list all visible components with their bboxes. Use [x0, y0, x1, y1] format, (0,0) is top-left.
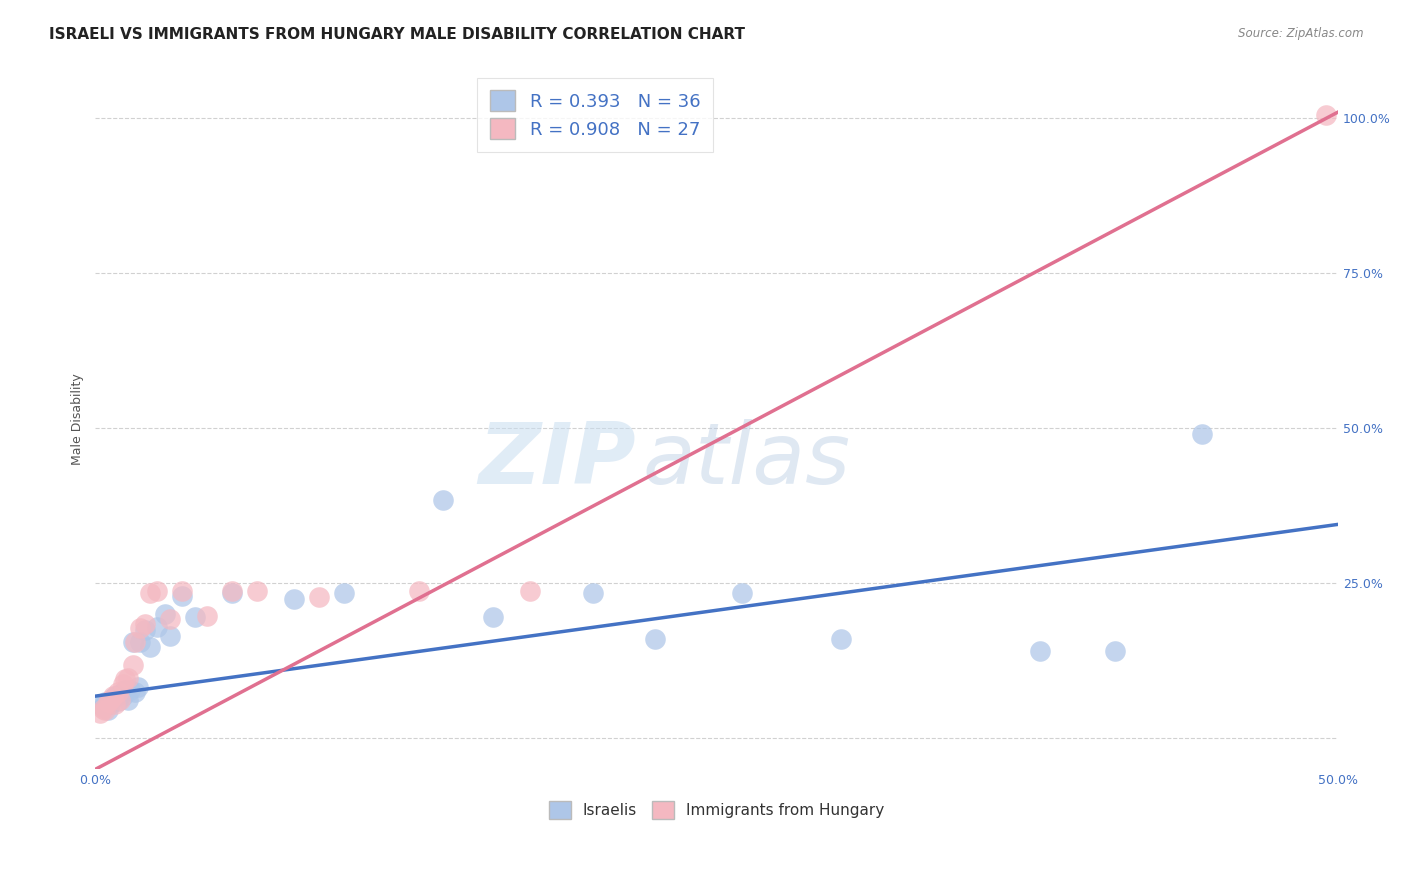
Point [107, 694, 129, 708]
Point [108, 693, 131, 707]
Point [121, 658, 143, 673]
Point [101, 690, 124, 705]
Point [146, 583, 169, 598]
Point [120, 682, 142, 697]
Point [97, 695, 120, 709]
Point [1029, 644, 1052, 658]
Point [129, 621, 152, 635]
Point [94, 695, 117, 709]
Point [482, 610, 505, 624]
Point [159, 612, 181, 626]
Point [644, 632, 666, 646]
Point [101, 689, 124, 703]
Point [172, 583, 194, 598]
Point [104, 689, 127, 703]
Point [333, 585, 356, 599]
Point [107, 685, 129, 699]
Point [1191, 427, 1213, 442]
Point [221, 585, 243, 599]
Point [308, 590, 330, 604]
Point [172, 589, 194, 603]
Point [153, 607, 176, 622]
Point [1315, 108, 1337, 122]
Point [98, 697, 121, 711]
Point [134, 623, 156, 637]
Text: Source: ZipAtlas.com: Source: ZipAtlas.com [1239, 27, 1364, 40]
Point [104, 697, 127, 711]
Point [830, 632, 852, 646]
Point [134, 616, 156, 631]
Point [91, 700, 114, 714]
Point [731, 585, 754, 599]
Point [89, 706, 111, 721]
Point [117, 693, 139, 707]
Legend: Israelis, Immigrants from Hungary: Israelis, Immigrants from Hungary [543, 795, 890, 825]
Point [117, 671, 139, 685]
Point [139, 640, 162, 654]
Point [195, 608, 218, 623]
Point [1104, 644, 1126, 658]
Point [184, 610, 207, 624]
Text: ISRAELI VS IMMIGRANTS FROM HUNGARY MALE DISABILITY CORRELATION CHART: ISRAELI VS IMMIGRANTS FROM HUNGARY MALE … [49, 27, 745, 42]
Point [114, 682, 136, 697]
Point [94, 703, 117, 717]
Point [432, 492, 454, 507]
Point [127, 681, 149, 695]
Point [519, 583, 541, 598]
Point [283, 591, 305, 606]
Point [159, 629, 181, 643]
Point [97, 703, 120, 717]
Point [221, 583, 243, 598]
Point [111, 689, 134, 703]
Y-axis label: Male Disability: Male Disability [72, 373, 84, 465]
Point [108, 687, 131, 701]
Point [246, 583, 269, 598]
Point [124, 635, 146, 649]
Point [89, 697, 111, 711]
Point [121, 635, 143, 649]
Point [139, 585, 162, 599]
Point [91, 701, 114, 715]
Point [146, 620, 169, 634]
Point [408, 583, 430, 598]
Point [581, 585, 603, 599]
Point [111, 677, 134, 691]
Point [124, 685, 146, 699]
Point [98, 693, 121, 707]
Text: ZIP: ZIP [478, 419, 636, 502]
Text: atlas: atlas [643, 419, 851, 502]
Point [129, 635, 152, 649]
Point [114, 673, 136, 687]
